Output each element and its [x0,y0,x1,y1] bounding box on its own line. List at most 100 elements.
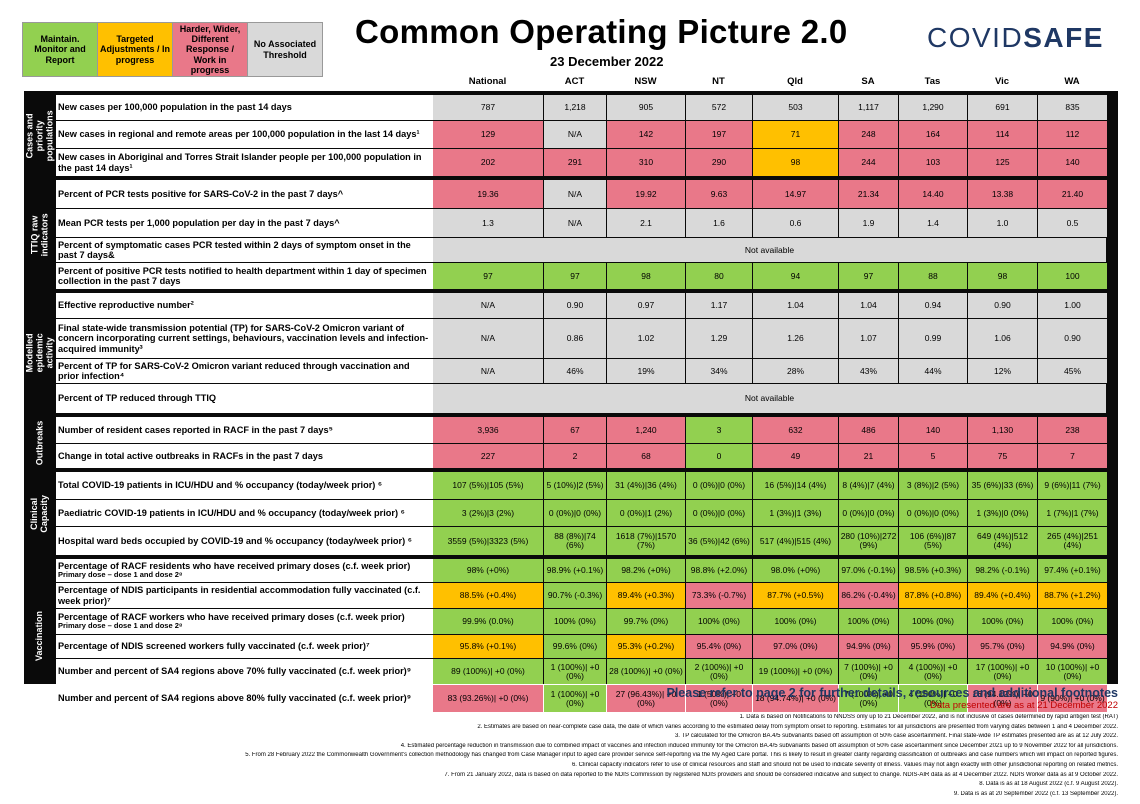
value-cell-act: 99.6% (0%) [544,635,606,658]
section: TTIQ raw indicators Percent of PCR tests … [24,180,1118,289]
indicator-label: New cases in Aboriginal and Torres Strai… [56,149,433,176]
value-cell-national: 3559 (5%)|3323 (5%) [433,527,543,555]
indicator-text: Effective reproductive number² [58,300,194,311]
value-cell-sa: 21 [839,444,898,468]
value-cell-tas: 4 (100%)| +0 (0%) [899,659,967,684]
value-cell-nt: 80 [686,263,752,289]
value-cell-vic: 1 (3%)|0 (0%) [968,500,1037,526]
value-cell-tas: 0.94 [899,293,967,318]
value-cell-sa: 97.0% (-0.1%) [839,559,898,582]
value-cell-wa: 265 (4%)|251 (4%) [1038,527,1107,555]
value-cell-vic: 98.2% (-0.1%) [968,559,1037,582]
section: Vaccination Percentage of RACF residents … [24,559,1118,712]
section: Clinical Capacity Total COVID-19 patients… [24,472,1118,555]
value-cell-national: 227 [433,444,543,468]
indicator-text: Number and percent of SA4 regions above … [58,693,412,704]
footnote: 3. TP calculated for the Omicron BA.4/5 … [674,733,1118,740]
value-cell-qld: 98.0% (+0%) [753,559,838,582]
table-row: Number and percent of SA4 regions above … [56,659,1116,684]
table-row: Change in total active outbreaks in RACF… [56,444,1116,468]
table-row: Percentage of NDIS screened workers full… [56,635,1116,658]
value-cell-nsw: 98.2% (+0%) [607,559,685,582]
value-cell-nt: 290 [686,149,752,176]
indicator-text: New cases in regional and remote areas p… [58,129,420,140]
legend-item: Maintain. Monitor and Report [22,22,98,77]
report-date: 23 December 2022 [550,54,664,69]
indicator-text: Percent of TP for SARS-CoV-2 Omicron var… [58,360,410,381]
value-cell-nsw: 1.02 [607,319,685,358]
value-cell-sa: 1.04 [839,293,898,318]
value-cell-wa: 1.00 [1038,293,1107,318]
indicator-label: Percent of positive PCR tests notified t… [56,263,433,289]
value-cell-vic: 649 (4%)|512 (4%) [968,527,1037,555]
footnote: 7. From 21 January 2022, data is based o… [444,771,1118,778]
value-cell-nsw: 2.1 [607,209,685,237]
table-row: Effective reproductive number² N/A 0.90 0.9… [56,293,1116,318]
table-row: Total COVID-19 patients in ICU/HDU and %… [56,472,1116,499]
value-cell-wa: 94.9% (0%) [1038,635,1107,658]
value-cell-qld: 71 [753,121,838,148]
section-label: Modelled epidemic activity [24,293,56,413]
value-cell-sa: 248 [839,121,898,148]
value-cell-tas: 88 [899,263,967,289]
indicator-text: Mean PCR tests per 1,000 population per … [58,217,340,228]
value-cell-wa: 238 [1038,417,1107,443]
value-cell-tas: 140 [899,417,967,443]
value-cell-nt: 3 [686,417,752,443]
data-presented-note: Data presented are as at 21 December 202… [929,700,1118,711]
value-cell-vic: 95.7% (0%) [968,635,1037,658]
value-cell-sa: 86.2% (-0.4%) [839,583,898,608]
column-header-sa: SA [861,76,875,87]
indicator-text: Percent of PCR tests positive for SARS-C… [58,188,344,199]
section-label-text: Modelled epidemic activity [24,333,54,373]
indicator-text: Percentage of RACF workers who have rece… [58,612,405,623]
value-cell-wa: 10 (100%)| +0 (0%) [1038,659,1107,684]
value-cell-tas: 0 (0%)|0 (0%) [899,500,967,526]
table-row: Percent of PCR tests positive for SARS-C… [56,180,1116,208]
value-cell-tas: 106 (6%)|87 (5%) [899,527,967,555]
value-cell-nsw: 31 (4%)|36 (4%) [607,472,685,499]
value-cell-national: 19.36 [433,180,543,208]
value-cell-act: 291 [544,149,606,176]
table-row: Percent of positive PCR tests notified t… [56,263,1116,289]
value-cell-act: 100% (0%) [544,609,606,634]
indicator-label: Total COVID-19 patients in ICU/HDU and %… [56,472,433,499]
indicator-label: Percent of symptomatic cases PCR tested … [56,238,433,262]
footnote: 2. Estimates are based on near-complete … [477,723,1118,730]
indicator-label: Percentage of NDIS screened workers full… [56,635,433,658]
value-cell-qld: 0.6 [753,209,838,237]
value-cell-qld: 87.7% (+0.5%) [753,583,838,608]
section-label: Outbreaks [24,417,56,468]
table-row: Final state-wide transmission potential … [56,319,1116,358]
table-row: Percentage of RACF workers who have rece… [56,609,1116,634]
section-label-text: Cases and priority populations [24,109,54,161]
value-cell-tas: 87.8% (+0.8%) [899,583,967,608]
value-cell-nt: 36 (5%)|42 (6%) [686,527,752,555]
section-label: Cases and priority populations [24,95,56,176]
indicator-text: Number of resident cases reported in RAC… [58,424,333,435]
indicator-label: Percent of TP for SARS-CoV-2 Omicron var… [56,359,433,383]
table-row: New cases in regional and remote areas p… [56,121,1116,148]
indicator-label: Number of resident cases reported in RAC… [56,417,433,443]
section: Outbreaks Number of resident cases report… [24,417,1118,468]
value-cell-sa: 1,117 [839,95,898,120]
value-cell-qld: 1.04 [753,293,838,318]
footnote: 4. Estimated percentage reduction in tra… [400,742,1118,749]
refer-note: Please refer to page 2 for further detai… [666,686,1119,700]
indicator-label: Paediatric COVID-19 patients in ICU/HDU … [56,500,433,526]
value-cell-nt: 2 (100%)| +0 (0%) [686,659,752,684]
indicator-text: Change in total active outbreaks in RACF… [58,450,323,461]
value-cell-nsw: 98 [607,263,685,289]
table-row: Number of resident cases reported in RAC… [56,417,1116,443]
section-label: TTIQ raw indicators [24,180,56,289]
indicator-text: Percent of positive PCR tests notified t… [58,265,427,286]
value-cell-act: N/A [544,209,606,237]
table-row: Paediatric COVID-19 patients in ICU/HDU … [56,500,1116,526]
indicator-text: Percentage of NDIS participants in resid… [58,585,421,606]
indicator-label: Change in total active outbreaks in RACF… [56,444,433,468]
value-cell-sa: 0 (0%)|0 (0%) [839,500,898,526]
value-cell-national: N/A [433,319,543,358]
value-cell-tas: 100% (0%) [899,609,967,634]
indicator-label: Number and percent of SA4 regions above … [56,659,433,684]
value-cell-tas: 1.4 [899,209,967,237]
